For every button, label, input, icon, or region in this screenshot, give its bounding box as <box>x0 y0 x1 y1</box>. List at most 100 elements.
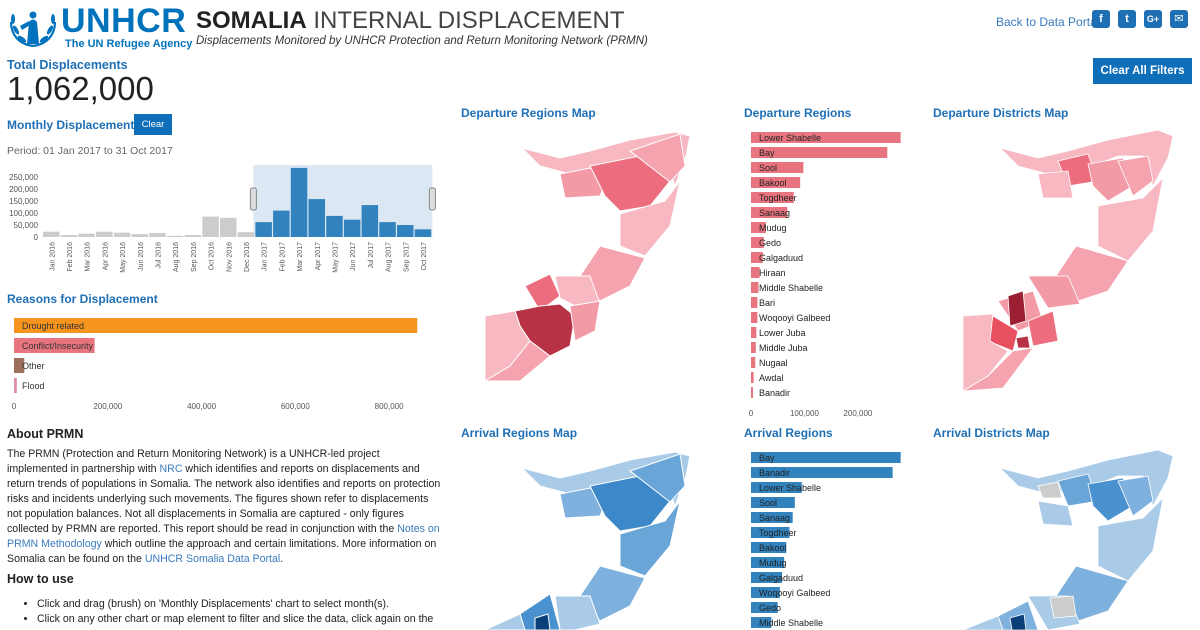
monthly-bar[interactable] <box>96 231 113 237</box>
region-bar[interactable] <box>751 542 787 553</box>
arrival-regions-chart[interactable]: Bay Banadir Lower Shabelle Sool Sanaag Togdhe… <box>744 446 919 630</box>
map-district[interactable] <box>962 347 1034 392</box>
reasons-chart[interactable]: Drought related Conflict/Insecurity Other F… <box>0 312 445 416</box>
map-district[interactable] <box>1007 290 1027 327</box>
region-bar[interactable] <box>751 192 794 203</box>
region-bar[interactable] <box>751 557 785 568</box>
map-district[interactable] <box>1117 155 1154 197</box>
map-region[interactable] <box>628 133 686 183</box>
reason-bar[interactable] <box>14 358 25 373</box>
somalia-map-districts[interactable] <box>962 449 1174 630</box>
region-bar[interactable] <box>751 357 756 368</box>
map-region[interactable] <box>579 245 646 302</box>
monthly-bar[interactable] <box>290 167 308 237</box>
monthly-bar[interactable] <box>237 232 255 237</box>
monthly-bar[interactable] <box>78 233 95 237</box>
twitter-icon[interactable]: t <box>1118 10 1136 28</box>
google-plus-icon[interactable]: G+ <box>1144 10 1162 28</box>
monthly-bar[interactable] <box>379 222 396 237</box>
region-bar[interactable] <box>751 312 758 323</box>
map-region[interactable] <box>484 613 526 630</box>
region-bar[interactable] <box>751 527 790 538</box>
region-bar[interactable] <box>751 132 901 143</box>
somalia-map-regions[interactable] <box>483 131 691 382</box>
monthly-bar[interactable] <box>326 215 343 237</box>
departure-districts-map[interactable] <box>958 126 1193 396</box>
map-district[interactable] <box>1037 481 1063 499</box>
reason-bar[interactable] <box>14 378 17 393</box>
region-bar[interactable] <box>751 207 788 218</box>
map-district[interactable] <box>962 615 1004 630</box>
region-bar[interactable] <box>751 147 888 158</box>
region-bar[interactable] <box>751 587 780 598</box>
monthly-bar[interactable] <box>343 219 361 237</box>
map-district[interactable] <box>1037 500 1074 527</box>
region-bar[interactable] <box>751 297 758 308</box>
monthly-bar[interactable] <box>166 235 184 237</box>
region-bar[interactable] <box>751 252 763 263</box>
monthly-bar[interactable] <box>184 235 202 237</box>
nrc-link[interactable]: NRC <box>159 463 183 475</box>
region-bar[interactable] <box>751 267 760 278</box>
back-to-portal-link[interactable]: Back to Data Portal <box>996 15 1100 29</box>
monthly-bar[interactable] <box>414 229 432 237</box>
region-bar[interactable] <box>751 387 753 398</box>
reason-bar[interactable] <box>14 338 95 353</box>
map-district[interactable] <box>1015 335 1031 349</box>
reason-bar[interactable] <box>14 318 418 333</box>
map-region[interactable] <box>628 453 686 503</box>
region-bar[interactable] <box>751 452 901 463</box>
somalia-map-districts[interactable] <box>962 129 1174 392</box>
monthly-bar[interactable] <box>397 225 414 237</box>
region-bar[interactable] <box>751 372 754 383</box>
methodology-link[interactable]: Notes on PRMN Methodology <box>7 523 440 550</box>
map-region[interactable] <box>483 340 551 382</box>
region-bar[interactable] <box>751 482 802 493</box>
monthly-bar[interactable] <box>220 217 237 237</box>
map-district[interactable] <box>1037 170 1074 199</box>
monthly-displacements-chart[interactable]: 250,000 200,000 150,000 100,000 50,000 0 Jan 2… <box>0 160 445 282</box>
map-district[interactable] <box>1097 176 1164 262</box>
email-icon[interactable]: ✉ <box>1170 10 1188 28</box>
map-district[interactable] <box>1117 475 1154 517</box>
departure-regions-map[interactable] <box>480 126 705 386</box>
map-region[interactable] <box>554 595 601 630</box>
map-district[interactable] <box>1009 613 1027 630</box>
region-bar[interactable] <box>751 162 804 173</box>
map-region[interactable] <box>619 500 681 577</box>
monthly-bar[interactable] <box>202 216 219 237</box>
monthly-bar[interactable] <box>43 231 60 237</box>
map-district[interactable] <box>1097 496 1164 582</box>
unhcr-logo[interactable]: UNHCR The UN Refugee Agency <box>8 4 192 50</box>
monthly-bar[interactable] <box>308 199 326 237</box>
map-district[interactable] <box>1027 275 1081 309</box>
monthly-bar[interactable] <box>60 235 78 237</box>
monthly-bar[interactable] <box>149 232 166 237</box>
monthly-bar[interactable] <box>131 234 149 237</box>
region-bar[interactable] <box>751 342 756 353</box>
monthly-clear-button[interactable]: Clear <box>134 114 172 135</box>
region-bar[interactable] <box>751 617 772 628</box>
monthly-bar[interactable] <box>113 232 131 237</box>
region-bar[interactable] <box>751 512 793 523</box>
arrival-regions-map[interactable] <box>480 446 705 630</box>
clear-all-filters-button[interactable]: Clear All Filters <box>1093 58 1192 84</box>
region-bar[interactable] <box>751 327 757 338</box>
somalia-map-regions[interactable] <box>484 451 691 630</box>
region-bar[interactable] <box>751 572 782 583</box>
map-region[interactable] <box>569 300 601 342</box>
arrival-districts-map[interactable] <box>958 446 1193 630</box>
data-portal-link[interactable]: UNHCR Somalia Data Portal <box>144 553 281 565</box>
map-district[interactable] <box>1027 310 1059 347</box>
departure-regions-chart[interactable]: Lower Shabelle Bay Sool Bakool Togdheer Sanaa… <box>744 126 919 418</box>
monthly-bar[interactable] <box>361 205 379 237</box>
region-bar[interactable] <box>751 222 766 233</box>
map-district[interactable] <box>1055 245 1129 302</box>
map-region[interactable] <box>619 180 681 257</box>
monthly-bar[interactable] <box>273 210 290 237</box>
map-region[interactable] <box>534 613 551 630</box>
map-district[interactable] <box>1049 595 1077 619</box>
region-bar[interactable] <box>751 497 795 508</box>
facebook-icon[interactable]: f <box>1092 10 1110 28</box>
monthly-bar[interactable] <box>255 222 272 237</box>
